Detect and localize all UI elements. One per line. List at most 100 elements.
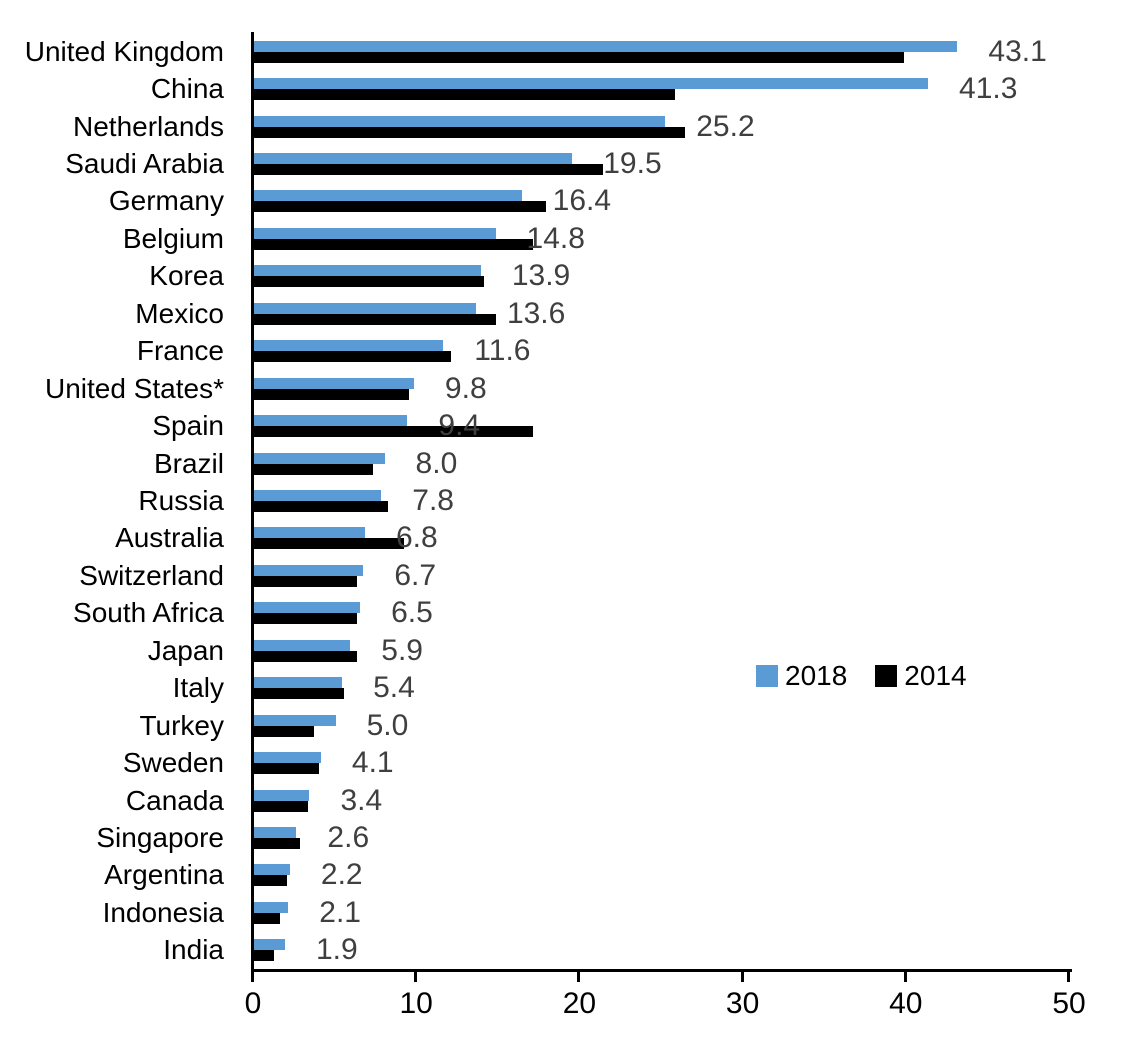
category-label: India: [163, 934, 224, 966]
bar-2018: [254, 302, 476, 314]
category-label: Mexico: [135, 297, 224, 329]
category-label: South Africa: [73, 597, 224, 629]
bar-2018: [254, 415, 408, 427]
value-label: 3.4: [340, 783, 383, 817]
category-label: Netherlands: [73, 110, 224, 142]
value-label: 16.4: [552, 184, 612, 218]
bar-2018: [254, 527, 365, 539]
value-label: 2.1: [319, 895, 361, 929]
value-label: 2.6: [327, 820, 370, 854]
value-label: 25.2: [696, 109, 755, 143]
bar-2014: [254, 763, 320, 775]
bar-2018: [254, 677, 343, 689]
bar-2014: [254, 500, 388, 512]
bar-2018: [254, 153, 573, 165]
value-label: 7.8: [412, 483, 454, 517]
bar-2018: [254, 939, 285, 951]
bar-2014: [254, 800, 308, 812]
x-tick-label: 10: [399, 987, 433, 1020]
bar-2014: [254, 725, 315, 737]
bar-2014: [254, 238, 534, 250]
bar-2018: [254, 789, 310, 801]
category-label: United States*: [45, 372, 224, 404]
value-label: 8.0: [415, 446, 458, 480]
legend-swatch-2018-icon: [756, 665, 778, 687]
value-label: 2.2: [320, 858, 363, 892]
category-label: Argentina: [104, 859, 224, 891]
bar-2018: [254, 227, 496, 239]
x-axis-tick: [1067, 972, 1070, 982]
x-axis-tick: [414, 972, 418, 982]
bar-2018: [254, 564, 364, 576]
bar-2014: [254, 875, 287, 887]
value-label: 11.6: [474, 334, 531, 368]
bar-2014: [254, 837, 300, 849]
bar-2018: [254, 265, 481, 277]
bar-2018: [254, 752, 321, 764]
x-tick-label: 20: [562, 987, 597, 1020]
bar-2018: [254, 714, 336, 726]
bar-2014: [254, 688, 344, 700]
value-label: 13.9: [511, 259, 571, 293]
value-label: 6.5: [391, 596, 433, 630]
category-label: Italy: [172, 672, 224, 704]
bar-2018: [254, 602, 361, 614]
value-label: 19.5: [603, 147, 662, 181]
bar-2018: [254, 639, 351, 651]
value-label: 13.6: [506, 296, 566, 330]
bar-2018: [254, 452, 385, 464]
category-label: Japan: [147, 634, 224, 666]
bar-2014: [254, 388, 410, 400]
bar-2014: [254, 351, 452, 363]
value-label: 6.8: [395, 521, 438, 555]
legend: 2018 2014: [756, 660, 967, 692]
x-axis-tick: [903, 972, 907, 982]
category-label: Australia: [115, 522, 224, 554]
legend-swatch-2014-icon: [875, 665, 898, 687]
bar-2018: [254, 901, 289, 913]
bar-2014: [254, 912, 281, 924]
x-tick-label: 50: [1052, 987, 1086, 1020]
bar-2018: [254, 40, 958, 52]
bar-2014: [254, 276, 485, 288]
bar-2014: [254, 613, 357, 625]
bar-2018: [254, 115, 666, 127]
bar-2018: [254, 78, 929, 90]
x-tick-label: 30: [725, 987, 760, 1020]
legend-label-2018: 2018: [785, 660, 848, 691]
bar-2014: [254, 950, 274, 962]
value-label: 41.3: [959, 72, 1018, 106]
value-label: 1.9: [316, 933, 358, 967]
category-label: Canada: [125, 784, 224, 816]
value-label: 43.1: [988, 34, 1047, 68]
bar-2014: [254, 89, 676, 101]
category-label: Russia: [138, 484, 224, 516]
bar-2018: [254, 489, 382, 501]
category-label: Korea: [149, 260, 224, 292]
bar-2018: [254, 826, 297, 838]
bar-2014: [254, 201, 547, 213]
category-label: United Kingdom: [24, 35, 224, 67]
value-label: 9.4: [438, 409, 481, 443]
category-label: Indonesia: [102, 896, 224, 928]
bar-2014: [254, 126, 685, 138]
category-label: Switzerland: [79, 559, 224, 591]
x-axis-line: [251, 969, 1072, 972]
bar-2018: [254, 864, 290, 876]
legend-item-2014: 2014: [875, 660, 967, 692]
value-label: 4.1: [351, 746, 394, 780]
category-label: France: [136, 335, 224, 367]
category-label: Spain: [152, 410, 224, 442]
bar-2018: [254, 190, 522, 202]
category-label: Belgium: [122, 222, 224, 254]
x-axis-tick: [251, 972, 254, 982]
category-label: China: [150, 73, 224, 105]
category-label: Germany: [108, 185, 224, 217]
bar-2014: [254, 313, 496, 325]
legend-label-2014: 2014: [904, 660, 967, 691]
bar-2018: [254, 340, 444, 352]
x-tick-label: 0: [244, 987, 262, 1020]
x-tick-label: 40: [889, 987, 923, 1020]
category-label: Brazil: [153, 447, 224, 479]
